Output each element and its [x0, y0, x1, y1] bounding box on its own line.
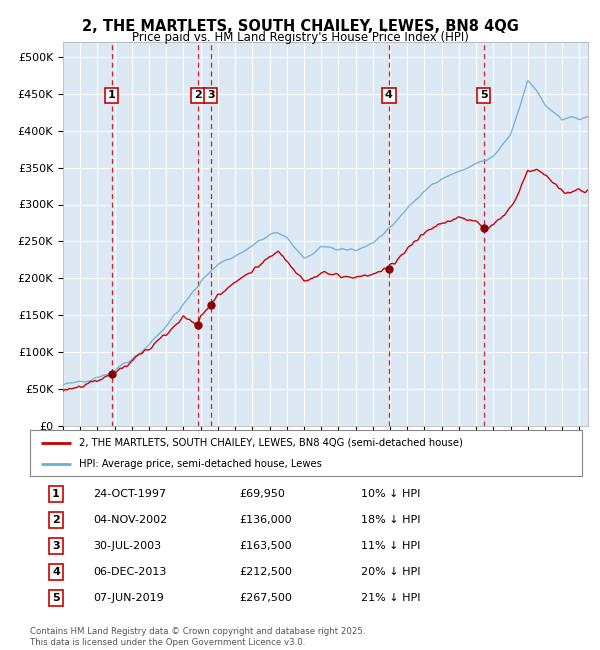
Text: 21% ↓ HPI: 21% ↓ HPI: [361, 593, 421, 603]
Text: 5: 5: [52, 593, 60, 603]
Text: Contains HM Land Registry data © Crown copyright and database right 2025.
This d: Contains HM Land Registry data © Crown c…: [30, 627, 365, 647]
Text: 1: 1: [107, 90, 115, 100]
Text: 24-OCT-1997: 24-OCT-1997: [94, 489, 167, 499]
Text: 1: 1: [52, 489, 60, 499]
Text: HPI: Average price, semi-detached house, Lewes: HPI: Average price, semi-detached house,…: [79, 458, 322, 469]
Text: 2: 2: [52, 515, 60, 525]
Text: 2, THE MARTLETS, SOUTH CHAILEY, LEWES, BN8 4QG (semi-detached house): 2, THE MARTLETS, SOUTH CHAILEY, LEWES, B…: [79, 437, 463, 448]
Text: 2: 2: [194, 90, 202, 100]
Text: 10% ↓ HPI: 10% ↓ HPI: [361, 489, 421, 499]
Text: 30-JUL-2003: 30-JUL-2003: [94, 541, 161, 551]
Text: 2, THE MARTLETS, SOUTH CHAILEY, LEWES, BN8 4QG: 2, THE MARTLETS, SOUTH CHAILEY, LEWES, B…: [82, 19, 518, 34]
Text: 18% ↓ HPI: 18% ↓ HPI: [361, 515, 421, 525]
Text: £212,500: £212,500: [240, 567, 293, 577]
Text: 5: 5: [480, 90, 488, 100]
Text: 07-JUN-2019: 07-JUN-2019: [94, 593, 164, 603]
Text: £136,000: £136,000: [240, 515, 292, 525]
Text: 3: 3: [207, 90, 215, 100]
Text: Price paid vs. HM Land Registry's House Price Index (HPI): Price paid vs. HM Land Registry's House …: [131, 31, 469, 44]
Text: £163,500: £163,500: [240, 541, 292, 551]
Text: 06-DEC-2013: 06-DEC-2013: [94, 567, 167, 577]
Text: 3: 3: [52, 541, 60, 551]
Text: 04-NOV-2002: 04-NOV-2002: [94, 515, 168, 525]
Text: £267,500: £267,500: [240, 593, 293, 603]
Text: 4: 4: [52, 567, 60, 577]
Text: 4: 4: [385, 90, 393, 100]
Text: £69,950: £69,950: [240, 489, 286, 499]
Text: 11% ↓ HPI: 11% ↓ HPI: [361, 541, 421, 551]
Text: 20% ↓ HPI: 20% ↓ HPI: [361, 567, 421, 577]
